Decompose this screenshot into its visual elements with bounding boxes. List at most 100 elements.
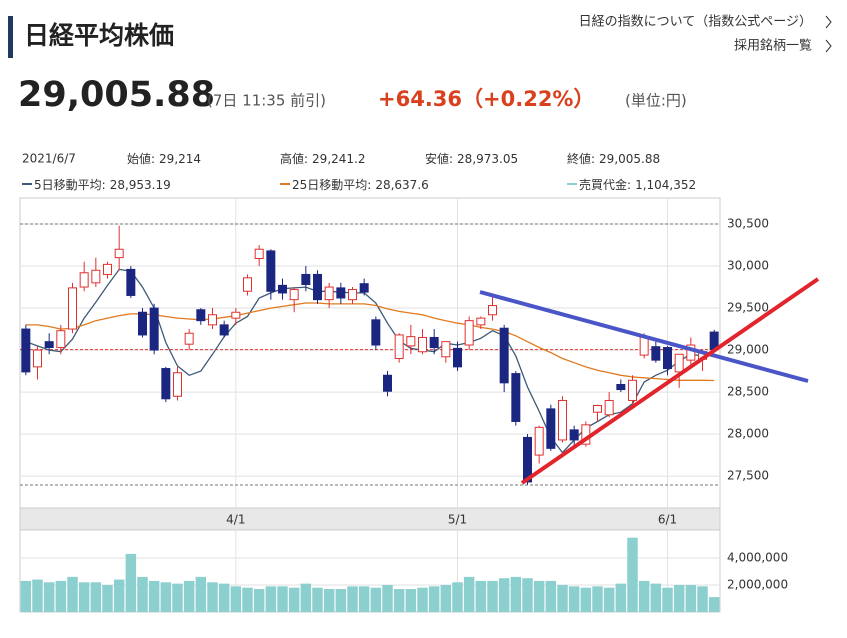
volume-bar: [662, 587, 673, 612]
volume-bar: [685, 584, 697, 612]
volume-bar: [102, 584, 113, 612]
candle-body: [114, 248, 124, 259]
volume-bar: [370, 587, 382, 612]
candle-body: [103, 263, 112, 275]
volume-bar: [32, 579, 43, 612]
volume-bar: [603, 587, 615, 612]
candle-body: [686, 344, 696, 361]
y-tick-label: 27,500: [727, 469, 769, 483]
info-value: 29,005.88: [599, 152, 660, 166]
candle-body: [173, 372, 182, 397]
unit: (単位:円): [625, 92, 687, 110]
candle-body: [558, 399, 567, 441]
candle-body: [429, 336, 439, 349]
volume-bar: [265, 586, 277, 612]
volume-bar: [90, 582, 102, 612]
candle-body: [56, 330, 66, 349]
volume-bar: [510, 576, 522, 612]
volume-bar: [428, 586, 440, 612]
candle-body: [441, 341, 451, 358]
candle-body: [208, 314, 217, 326]
info-item: 高値: 29,241.2: [280, 151, 365, 166]
trend-line-upper: [479, 290, 809, 383]
trend-line-lower: [520, 277, 820, 485]
candle-body: [313, 273, 322, 301]
candle-body: [464, 320, 474, 346]
legend-sep: :: [367, 178, 371, 192]
moving-average-line: [25, 268, 715, 454]
candle-body: [21, 328, 31, 373]
info-date: 2021/6/7: [22, 152, 76, 166]
candle-body: [219, 324, 229, 336]
volume-bar: [195, 576, 207, 612]
volume-bar: [242, 587, 253, 612]
candle-body: [476, 317, 486, 326]
candle-body: [44, 341, 54, 349]
x-axis-band: [19, 507, 721, 531]
candle-body: [138, 311, 147, 336]
candle-body: [593, 405, 602, 413]
candle-body: [68, 287, 77, 330]
volume-bar: [463, 576, 475, 612]
volume-bar: [78, 582, 90, 612]
candle-body: [546, 408, 556, 449]
volume-bar: [43, 582, 55, 612]
volume-bar: [638, 580, 650, 612]
candle-body: [453, 347, 462, 368]
y-tick-label: 28,000: [727, 427, 769, 441]
legend-value: 28,953.19: [110, 178, 171, 192]
y-tick-label: 28,500: [727, 385, 769, 399]
volume-bar: [148, 580, 160, 612]
legend-sep: :: [102, 178, 106, 192]
candle-body: [651, 346, 661, 361]
info-label: 始値:: [127, 151, 155, 166]
candle-body: [359, 283, 369, 293]
volume-bar: [113, 579, 125, 612]
title-bar: [8, 16, 13, 58]
volume-bar: [277, 586, 288, 612]
candle-body: [406, 336, 416, 347]
volume-bar: [568, 586, 580, 612]
candle-body: [196, 309, 206, 322]
candle-body: [639, 336, 649, 356]
volume-bar: [230, 586, 242, 612]
volume-bar: [405, 589, 417, 612]
candle-body: [254, 248, 264, 259]
info-value: 28,973.05: [457, 152, 518, 166]
volume-bar: [172, 583, 183, 612]
candle-body: [336, 287, 346, 299]
candle-body: [33, 349, 42, 368]
candle-body: [371, 319, 381, 346]
volume-bar: [207, 582, 218, 612]
moving-average-line: [25, 302, 715, 382]
candle-body: [674, 353, 684, 373]
volume-bar: [487, 580, 498, 612]
grid: 30,500 30,000 29,500 29,000 28,500 28,000 27,5…: [20, 198, 788, 612]
candle-body: [324, 286, 334, 301]
x-tick-label: 6/1: [658, 513, 677, 527]
y-tick-label: 2,000,000: [727, 577, 788, 591]
candle-body: [628, 379, 637, 401]
candle-body: [663, 347, 672, 370]
legend-entry: 5日移動平均: 28,953.19: [34, 178, 171, 192]
legend-name: 5日移動平均: [34, 178, 102, 192]
volume-bar: [358, 586, 370, 612]
volume-bar: [55, 580, 67, 612]
volume-bar: [592, 586, 603, 612]
volume-bar: [312, 587, 323, 612]
plot-frame: [19, 197, 721, 613]
candle-body: [348, 289, 357, 301]
legend-sep: :: [627, 178, 631, 192]
constituents-link[interactable]: 採用銘柄一覧: [734, 38, 812, 54]
volume-bar: [382, 584, 393, 612]
info-label: 安値:: [425, 151, 453, 166]
volume-bar: [417, 587, 428, 612]
price-time: (7日 11:35 前引): [207, 92, 326, 110]
volume-bar: [440, 584, 452, 612]
price: 29,005.88: [18, 75, 215, 115]
candle-body: [243, 277, 252, 292]
index-link[interactable]: 日経の指数について（指数公式ページ）: [579, 15, 812, 30]
candle-body: [394, 334, 404, 359]
